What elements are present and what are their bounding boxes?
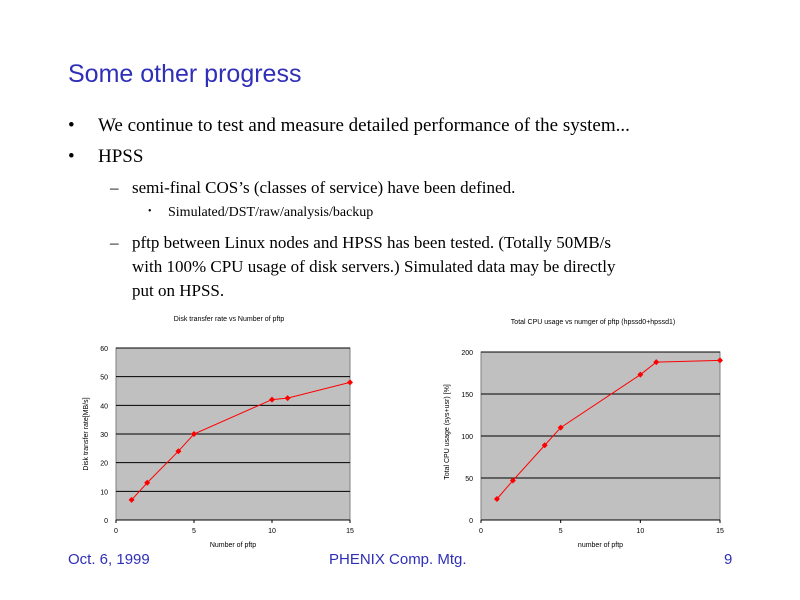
slide-title: Some other progress — [68, 60, 302, 88]
data-point — [175, 448, 182, 455]
chart-title: Total CPU usage vs numger of pftp (hpssd… — [511, 319, 675, 326]
y-tick-label: 0 — [469, 518, 473, 525]
x-tick-label: 5 — [192, 528, 196, 535]
sub-bullet-2-line-1: pftp between Linux nodes and HPSS has be… — [132, 233, 611, 252]
sub-bullet-1: semi-final COS’s (classes of service) ha… — [132, 178, 516, 197]
data-point — [637, 371, 644, 378]
data-point — [191, 431, 197, 437]
page-number: 9 — [724, 551, 733, 568]
y-tick-label: 50 — [100, 375, 108, 382]
sub-sub-bullet-1: Simulated/DST/raw/analysis/backup — [168, 205, 374, 220]
y-tick-label: 50 — [465, 476, 473, 483]
y-tick-label: 30 — [100, 432, 108, 439]
x-tick-label: 10 — [636, 528, 644, 535]
x-axis-label: Number of pftp — [210, 542, 256, 549]
y-tick-label: 60 — [100, 346, 108, 353]
data-point — [284, 395, 291, 402]
sub-bullet-2-line-2: with 100% CPU usage of disk servers.) Si… — [132, 257, 616, 276]
x-tick-label: 0 — [479, 528, 483, 535]
y-tick-label: 0 — [104, 518, 108, 525]
x-tick-label: 15 — [346, 528, 354, 535]
y-tick-label: 100 — [461, 434, 473, 441]
x-tick-label: 10 — [268, 528, 276, 535]
dash-glyph: – — [110, 178, 119, 197]
data-point — [269, 396, 275, 403]
data-point — [509, 477, 516, 484]
y-axis-label: Total CPU usage (sys+usr) [%] — [444, 384, 451, 480]
y-tick-label: 40 — [100, 403, 108, 410]
y-tick-label: 200 — [461, 350, 473, 357]
bullet-glyph: • — [68, 146, 75, 167]
sub-bullet-2-line-3: put on HPSS. — [132, 281, 225, 300]
dash-glyph: – — [110, 233, 119, 252]
small-bullet-glyph: • — [148, 206, 152, 217]
data-point — [541, 442, 548, 449]
y-axis-label: Disk transfer rate[MB/s] — [83, 397, 90, 470]
data-point — [653, 359, 660, 366]
data-point — [717, 357, 723, 364]
data-point — [144, 479, 151, 486]
data-point — [557, 424, 564, 431]
bullet-glyph: • — [68, 115, 75, 136]
x-tick-label: 0 — [114, 528, 118, 535]
chart-title: Disk transfer rate vs Number of pftp — [174, 316, 285, 323]
y-tick-label: 150 — [461, 392, 473, 399]
data-point — [493, 496, 500, 502]
x-tick-label: 15 — [716, 528, 724, 535]
y-tick-label: 20 — [100, 461, 108, 468]
x-axis-label: number of pftp — [578, 542, 623, 549]
bullet-text-1: We continue to test and measure detailed… — [98, 115, 630, 136]
bullet-text-2: HPSS — [98, 146, 144, 167]
data-point — [347, 379, 353, 386]
y-tick-label: 10 — [100, 489, 108, 496]
footer-date: Oct. 6, 1999 — [68, 551, 150, 568]
footer-meeting: PHENIX Comp. Mtg. — [329, 551, 467, 568]
x-tick-label: 5 — [559, 528, 563, 535]
data-point — [128, 496, 135, 503]
